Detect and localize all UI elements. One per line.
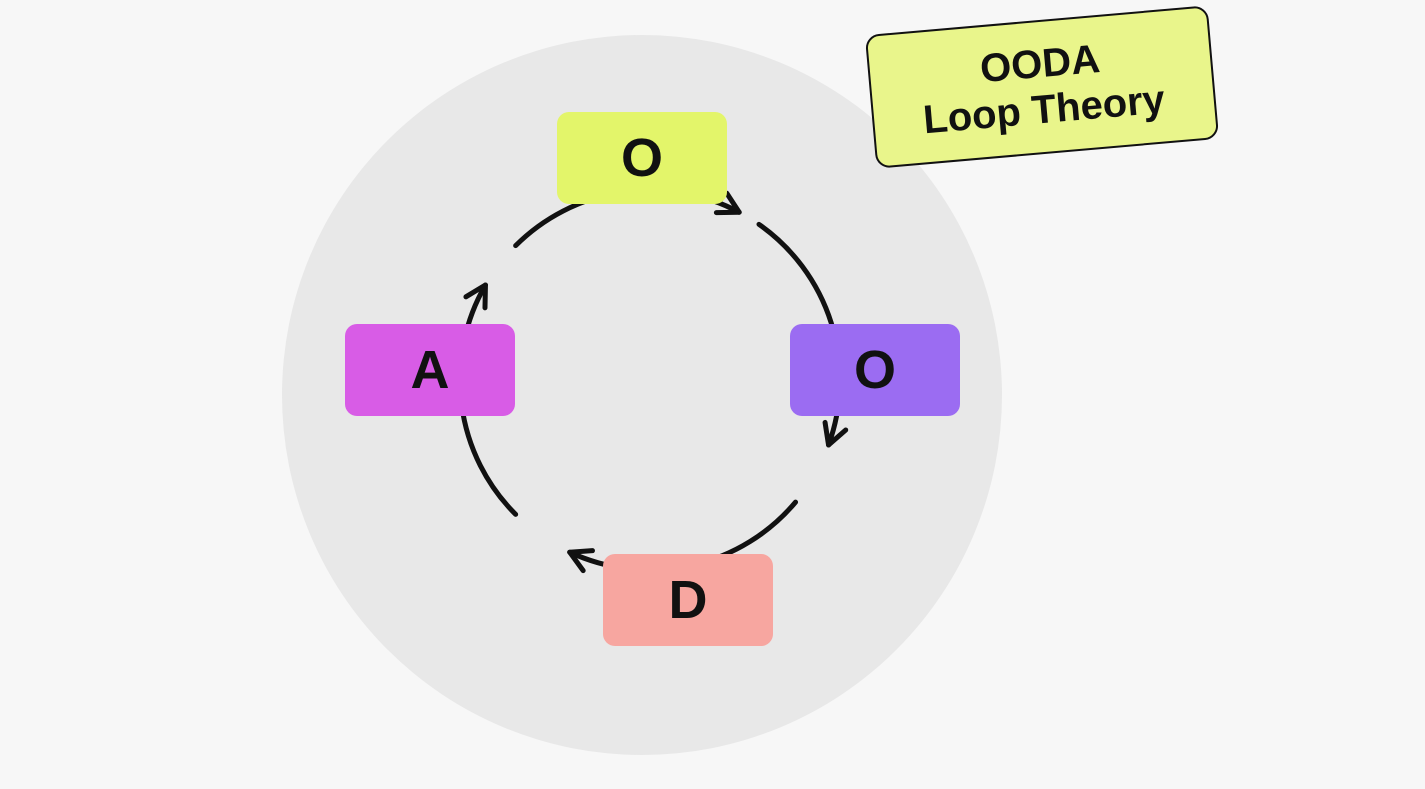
node-observe: O — [557, 112, 727, 204]
node-decide: D — [603, 554, 773, 646]
title-card: OODA Loop Theory — [865, 5, 1219, 168]
node-orient: O — [790, 324, 960, 416]
node-act-label: A — [411, 339, 450, 401]
node-orient-label: O — [854, 339, 896, 401]
node-decide-label: D — [669, 569, 708, 631]
diagram-stage: O O D A OODA Loop Theory — [0, 0, 1425, 789]
title-card-text: OODA Loop Theory — [917, 31, 1166, 144]
node-act: A — [345, 324, 515, 416]
node-observe-label: O — [621, 127, 663, 189]
